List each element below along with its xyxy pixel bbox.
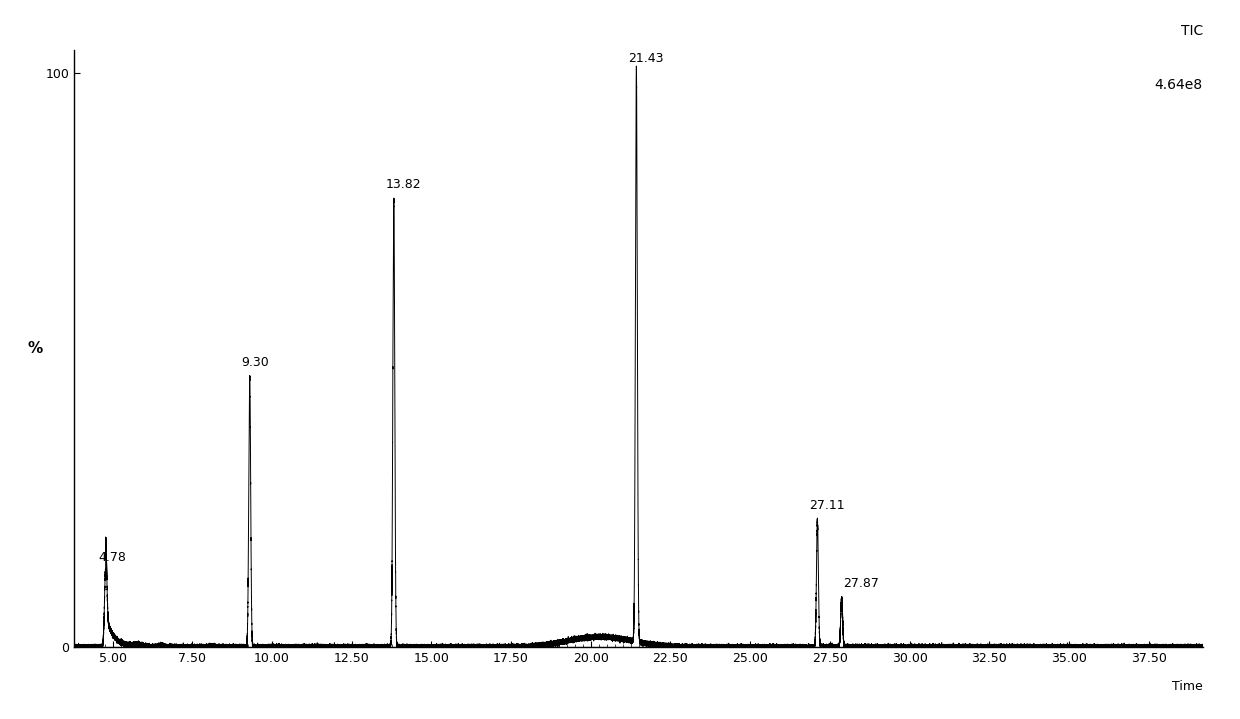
Text: 27.11: 27.11 (810, 499, 846, 512)
Text: Time: Time (1172, 680, 1203, 693)
Text: 4.64e8: 4.64e8 (1154, 78, 1203, 92)
Text: 4.78: 4.78 (98, 551, 126, 564)
Text: 13.82: 13.82 (386, 178, 422, 191)
Text: 21.43: 21.43 (629, 52, 663, 65)
Text: 27.87: 27.87 (843, 577, 879, 590)
Text: TIC: TIC (1180, 24, 1203, 38)
Text: 9.30: 9.30 (242, 356, 269, 369)
Text: %: % (27, 342, 43, 356)
